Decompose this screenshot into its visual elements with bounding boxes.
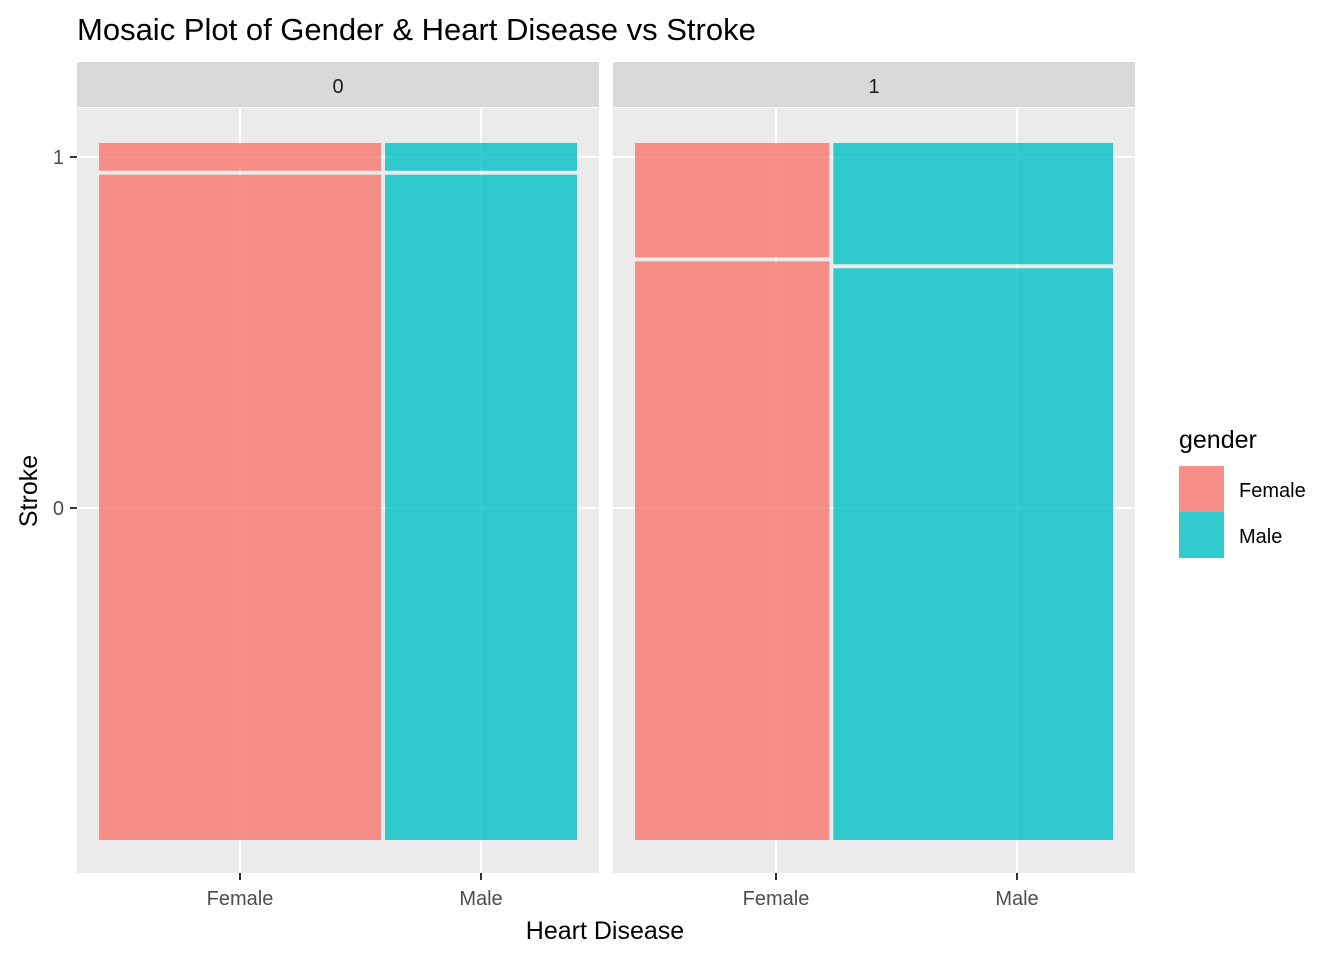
tile-female-stroke-1: [99, 143, 382, 171]
y-axis-title: Stroke: [15, 455, 43, 527]
legend-title: gender: [1179, 426, 1257, 454]
x-axis-title: Heart Disease: [526, 917, 684, 945]
x-tick-label: Male: [459, 888, 502, 910]
x-tick-label: Male: [995, 888, 1038, 910]
facet-strip: [613, 62, 1135, 107]
tile-female-stroke-1: [635, 143, 830, 258]
tile-male-stroke-1: [833, 143, 1113, 265]
y-tick-label: 0: [53, 498, 64, 520]
legend-label-male: Male: [1239, 526, 1282, 548]
facet-strip-label: 0: [332, 76, 343, 98]
facet-panels: 0 Female Male 0 1 1 Female Male: [53, 62, 1135, 910]
legend-key-male: [1179, 512, 1224, 558]
x-tick-label: Female: [743, 888, 810, 910]
chart-title: Mosaic Plot of Gender & Heart Disease vs…: [77, 12, 756, 47]
facet-panel-0: 0 Female Male 0 1: [53, 62, 599, 910]
legend: Female Male: [1179, 466, 1306, 558]
tile-female-stroke-0: [635, 261, 830, 841]
tile-male-stroke-0: [385, 174, 577, 841]
facet-panel-1: 1 Female Male: [613, 62, 1135, 910]
tile-male-stroke-1: [385, 143, 577, 171]
x-tick-label: Female: [207, 888, 274, 910]
facet-strip-label: 1: [868, 76, 879, 98]
legend-label-female: Female: [1239, 480, 1306, 502]
tile-female-stroke-0: [99, 174, 382, 841]
tile-male-stroke-0: [833, 268, 1113, 840]
facet-strip: [77, 62, 599, 107]
y-tick-label: 1: [53, 147, 64, 169]
legend-key-female: [1179, 466, 1224, 512]
